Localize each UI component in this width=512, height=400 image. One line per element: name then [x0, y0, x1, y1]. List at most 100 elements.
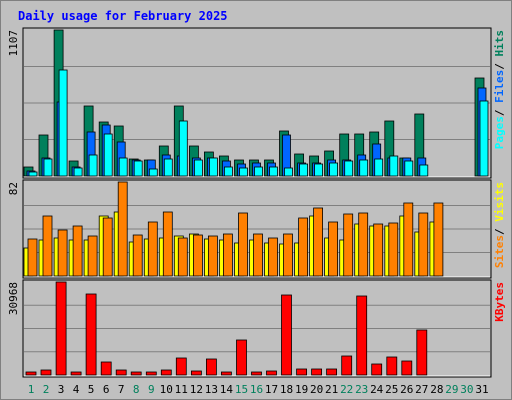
bar-sites-day-24 [373, 223, 384, 277]
side-label-part: / [493, 103, 506, 116]
series-pages [28, 69, 489, 177]
x-tick-label-11: 11 [175, 383, 188, 396]
side-label-part: Sites [493, 235, 506, 268]
bar-pages-day-22 [344, 160, 354, 177]
bar-pages-day-15 [239, 167, 248, 177]
bar-sites-day-19 [298, 217, 309, 277]
bar-kbytes-day-20 [311, 368, 323, 376]
series-kbytes [25, 281, 428, 376]
bar-kbytes-day-24 [371, 363, 383, 376]
side-label-part: KBytes [493, 282, 506, 322]
bar-pages-day-6 [103, 133, 113, 177]
bar-kbytes-day-19 [296, 368, 308, 376]
bar-pages-day-23 [359, 159, 369, 177]
bar-sites-day-10 [162, 211, 173, 277]
x-tick-label-12: 12 [190, 383, 203, 396]
x-tick-label-4: 4 [73, 383, 80, 396]
bar-pages-day-19 [299, 163, 309, 177]
y-axis-max-label: 82 [7, 182, 20, 195]
side-label-part: Hits [493, 30, 506, 57]
bar-sites-day-6 [102, 217, 113, 277]
bar-pages-day-27 [419, 164, 429, 177]
bar-sites-day-17 [268, 237, 278, 277]
x-tick-label-10: 10 [160, 383, 173, 396]
bar-sites-day-20 [313, 207, 324, 277]
bar-sites-day-12 [192, 234, 203, 277]
bar-sites-day-2 [42, 215, 53, 277]
bar-sites-day-1 [27, 238, 38, 277]
x-tick-label-2: 2 [43, 383, 50, 396]
bar-sites-day-7 [117, 181, 128, 277]
x-tick-label-25: 25 [385, 383, 398, 396]
x-tick-label-17: 17 [265, 383, 278, 396]
x-tick-label-9: 9 [148, 383, 155, 396]
bar-sites-day-23 [358, 212, 369, 277]
bar-pages-day-8 [133, 160, 143, 177]
bar-sites-day-11 [177, 237, 188, 277]
side-label-part: Files [493, 70, 506, 103]
x-tick-label-8: 8 [133, 383, 140, 396]
bar-kbytes-day-23 [356, 295, 368, 376]
bar-sites-day-14 [222, 233, 233, 277]
bar-kbytes-day-5 [85, 293, 97, 376]
bar-sites-day-15 [238, 212, 248, 277]
bar-sites-day-5 [87, 235, 98, 277]
bar-sites-day-16 [253, 233, 263, 277]
bar-sites-day-4 [72, 225, 83, 277]
bar-pages-day-21 [329, 162, 339, 177]
bar-pages-day-16 [254, 166, 263, 177]
bar-pages-day-7 [118, 157, 128, 177]
bar-kbytes-day-7 [115, 369, 127, 376]
bar-pages-day-10 [163, 158, 173, 177]
bar-kbytes-day-6 [100, 361, 112, 376]
side-label-part: / [493, 57, 506, 70]
bar-pages-day-9 [148, 168, 158, 177]
bar-pages-day-12 [193, 159, 203, 177]
x-tick-label-20: 20 [310, 383, 323, 396]
bar-pages-day-25 [389, 155, 399, 177]
bar-pages-day-14 [223, 166, 233, 177]
bar-kbytes-day-2 [40, 369, 52, 376]
x-tick-label-18: 18 [280, 383, 293, 396]
bar-kbytes-day-3 [55, 281, 67, 376]
series-side-label: Sites/ Visits [493, 182, 506, 268]
x-tick-label-5: 5 [88, 383, 95, 396]
x-tick-label-27: 27 [415, 383, 428, 396]
x-tick-label-14: 14 [220, 383, 234, 396]
bar-pages-day-20 [314, 163, 324, 177]
bar-pages-day-4 [73, 167, 83, 177]
x-tick-label-21: 21 [325, 383, 338, 396]
series-side-label: KBytes [493, 282, 506, 322]
bar-pages-day-5 [88, 154, 98, 177]
bar-sites-day-22 [343, 213, 354, 277]
bar-kbytes-day-11 [175, 357, 187, 376]
bar-kbytes-day-26 [401, 360, 413, 376]
x-tick-label-19: 19 [295, 383, 308, 396]
bar-kbytes-day-12 [190, 370, 202, 376]
x-axis-labels: 1 2 3 4 5 6 7 8 9 10 11 12 13 14 15 16 17 18 19 20 21 22 23 24 2… [28, 383, 489, 396]
bar-pages-day-18 [284, 167, 293, 177]
bar-pages-day-3 [58, 69, 68, 177]
x-tick-label-24: 24 [370, 383, 384, 396]
bar-sites-day-13 [207, 235, 218, 277]
bar-pages-day-31 [479, 100, 489, 177]
x-tick-label-31: 31 [475, 383, 488, 396]
series-sites [27, 181, 444, 277]
bar-kbytes-day-15 [236, 339, 247, 376]
bar-sites-day-21 [328, 221, 339, 277]
bar-pages-day-17 [269, 166, 278, 177]
bar-kbytes-day-18 [281, 294, 292, 376]
x-tick-label-28: 28 [430, 383, 443, 396]
side-label-part: / [493, 222, 506, 235]
x-tick-label-16: 16 [250, 383, 263, 396]
x-tick-label-13: 13 [205, 383, 218, 396]
bar-kbytes-day-27 [416, 329, 428, 376]
bar-sites-day-8 [132, 234, 143, 277]
bar-sites-day-18 [283, 233, 293, 277]
bar-kbytes-day-10 [160, 369, 172, 376]
bar-kbytes-day-8 [130, 371, 142, 376]
